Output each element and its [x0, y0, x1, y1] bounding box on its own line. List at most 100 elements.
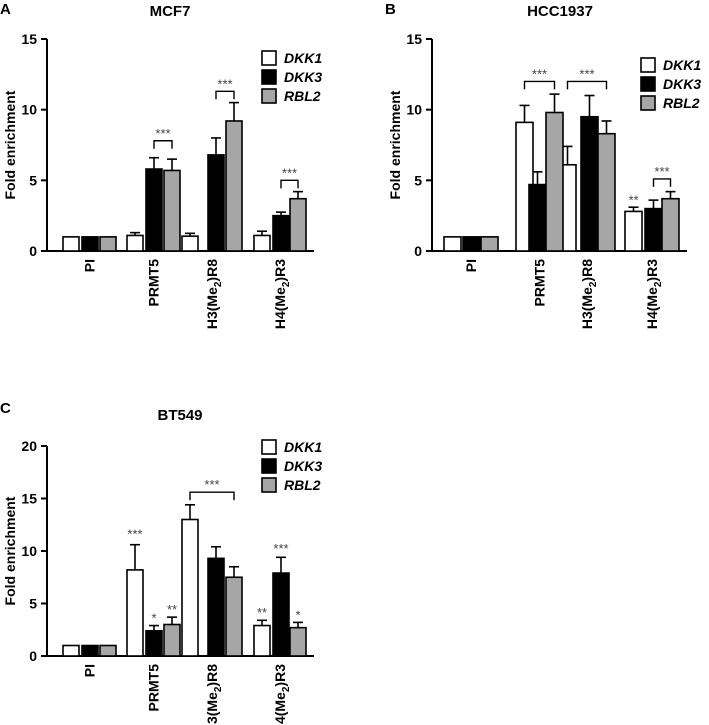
x-tick-label: PI [463, 259, 479, 272]
x-tick-label: PI [82, 664, 98, 677]
x-tick-label-main: PI [82, 664, 98, 677]
y-tick-label: 15 [406, 31, 422, 47]
y-tick-label: 0 [29, 243, 37, 259]
bar-dkk1 [443, 236, 462, 252]
bar-dkk1 [253, 624, 271, 657]
y-tick-label: 15 [21, 31, 37, 47]
x-tick-label-tail: )R8 [204, 664, 220, 687]
y-axis-label: Fold enrichment [2, 90, 18, 199]
legend-swatch-dkk1 [261, 439, 277, 455]
x-tick-label: PRMT5 [146, 259, 162, 307]
x-tick-label-main: H3(Me [579, 287, 595, 329]
x-tick-label-main: PRMT5 [532, 259, 548, 307]
x-tick-label-tail: )R3 [644, 259, 660, 282]
bar-dkk1 [126, 569, 144, 657]
x-tick-label: PRMT5 [146, 664, 162, 712]
legend-swatch-rbl2 [261, 88, 277, 104]
x-tick-label: PRMT5 [532, 259, 548, 307]
legend-label: RBL2 [284, 88, 321, 104]
x-tick-label-sub: 2 [213, 686, 224, 692]
significance-stars: *** [282, 165, 297, 180]
chart-title: HCC1937 [527, 3, 593, 20]
significance-stars: *** [579, 66, 594, 81]
significance-bracket [280, 179, 299, 189]
significance-stars: *** [155, 126, 170, 141]
x-tick-label-main: H4(Me [272, 692, 288, 725]
bar-dkk1 [62, 644, 80, 657]
x-tick-label-sub: 2 [588, 281, 599, 287]
bar-dkk1 [181, 235, 199, 252]
legend-label: DKK3 [284, 458, 322, 474]
legend-label: DKK3 [663, 76, 701, 92]
y-axis-label: Fold enrichment [387, 90, 403, 199]
panel-letter: B [385, 1, 396, 18]
x-tick-label-main: H3(Me [204, 287, 220, 329]
x-tick-label-sub: 2 [213, 281, 224, 287]
x-tick-label: PI [82, 259, 98, 272]
panel-letter: A [0, 1, 11, 18]
bar-rbl2 [163, 623, 181, 657]
bar-dkk1 [181, 518, 199, 657]
panel-letter: C [0, 400, 11, 417]
legend-label: RBL2 [663, 95, 700, 111]
y-tick-label: 10 [21, 543, 37, 559]
y-tick-label: 10 [406, 102, 422, 118]
significance-stars: * [151, 610, 156, 625]
x-tick-label: H3(Me2)R8 [579, 259, 599, 329]
chart-title: BT549 [157, 407, 202, 424]
bar-rbl2 [99, 644, 117, 657]
y-tick-label: 5 [29, 596, 37, 612]
bar-dkk3 [580, 115, 599, 252]
significance-bracket [566, 80, 608, 90]
significance-stars: *** [204, 477, 219, 492]
bar-dkk1 [126, 234, 144, 252]
legend-swatch-dkk1 [261, 50, 277, 66]
legend-swatch-rbl2 [261, 477, 277, 493]
chart-panel-b: B HCC1937 Fold enrichment 0 5 10 15 PI PRMT5 H3(M… [385, 1, 701, 329]
bar-dkk3 [81, 644, 99, 657]
x-tick-label-sub: 2 [653, 281, 664, 287]
significance-stars: ** [257, 605, 267, 620]
bar-dkk3 [81, 236, 99, 252]
x-tick-label-sub: 2 [281, 281, 292, 287]
y-tick-label: 0 [414, 243, 422, 259]
legend-swatch-dkk3 [640, 76, 656, 92]
bar-dkk3 [145, 168, 163, 252]
y-axis-label: Fold enrichment [2, 496, 18, 605]
x-tick-label-tail: )R8 [579, 259, 595, 282]
significance-bracket [523, 80, 556, 90]
significance-stars: *** [217, 76, 232, 91]
x-tick-label-tail: )R8 [204, 259, 220, 282]
bar-rbl2 [163, 169, 181, 252]
significance-bracket [189, 491, 235, 501]
bar-dkk3 [145, 629, 163, 657]
significance-stars: ** [628, 192, 638, 207]
bar-dkk3 [462, 236, 481, 252]
x-tick-label-main: PRMT5 [146, 664, 162, 712]
x-tick-label-main: H3(Me [204, 692, 220, 725]
bar-dkk1 [624, 210, 643, 252]
chart-panel-c: C BT549 Fold enrichment 0 5 10 15 20 PI PRMT5 H3(M… [0, 400, 322, 725]
x-tick-label-main: PRMT5 [146, 259, 162, 307]
bar-dkk1 [253, 234, 271, 252]
x-tick-label-main: H4(Me [644, 287, 660, 329]
x-tick-label: H4(Me2)R3 [644, 259, 664, 329]
y-tick-label: 20 [21, 438, 37, 454]
x-tick-label: H3(Me2)R8 [204, 259, 224, 329]
bar-rbl2 [225, 576, 243, 657]
bar-rbl2 [597, 132, 616, 252]
legend-label: RBL2 [284, 477, 321, 493]
bar-rbl2 [99, 236, 117, 252]
legend-label: DKK3 [284, 69, 322, 85]
significance-stars: *** [127, 526, 142, 541]
significance-stars: *** [273, 541, 288, 556]
legend-label: DKK1 [663, 57, 701, 73]
x-tick-label-tail: )R3 [272, 259, 288, 282]
bar-dkk3 [207, 557, 225, 657]
legend-swatch-dkk1 [640, 57, 656, 73]
x-tick-label: H4(Me2)R3 [272, 664, 292, 725]
x-tick-label: H3(Me2)R8 [204, 664, 224, 725]
legend-swatch-rbl2 [640, 95, 656, 111]
